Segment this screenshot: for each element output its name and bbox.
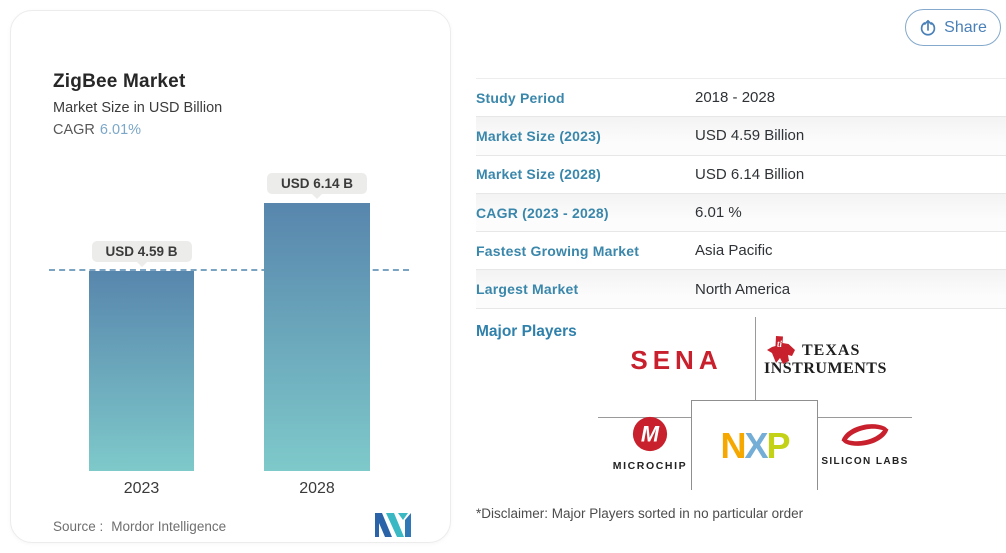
microchip-text: MICROCHIP [612, 460, 688, 472]
table-row-market-size-2023: Market Size (2023) USD 4.59 Billion [476, 117, 1006, 156]
row-label: Largest Market [476, 281, 579, 298]
share-button-label: Share [944, 18, 987, 36]
cagr-line: CAGR 6.01% [53, 122, 141, 138]
source-attribution: Source : Mordor Intelligence [53, 513, 413, 537]
microchip-icon: M [631, 416, 669, 457]
x-axis-label-2028: 2028 [299, 480, 335, 497]
chart-card: ZigBee Market Market Size in USD Billion… [10, 10, 451, 543]
row-value: North America [695, 280, 791, 298]
row-value: 2018 - 2028 [695, 89, 776, 107]
texas-instruments-text-line2: INSTRUMENTS [764, 360, 887, 377]
svg-text:M: M [641, 422, 660, 447]
bar-value-label-2028: USD 6.14 B [266, 173, 368, 195]
share-icon [919, 19, 937, 37]
texas-instruments-text-line1: TEXAS [802, 342, 861, 359]
chart-subtitle: Market Size in USD Billion [53, 100, 223, 116]
silicon-labs-text: SILICON LABS [821, 456, 909, 467]
mordor-intelligence-logo-icon [375, 513, 411, 541]
bar-2028 [264, 203, 370, 471]
svg-text:ti: ti [777, 339, 783, 349]
nxp-logo: NXP [691, 400, 818, 490]
table-row-cagr: CAGR (2023 - 2028) 6.01 % [476, 193, 1006, 233]
silicon-labs-logo: SILICON LABS [821, 420, 909, 467]
bar-chart: USD 4.59 B 2023 USD 6.14 B 2028 [49, 173, 409, 497]
stats-table: Study Period 2018 - 2028 Market Size (20… [476, 78, 1006, 309]
bar-value-label-2023: USD 4.59 B [91, 240, 192, 262]
players-grid-vertical-divider [755, 317, 756, 400]
microchip-logo: M MICROCHIP [606, 415, 694, 472]
source-name: Mordor Intelligence [111, 519, 227, 534]
table-row-study-period: Study Period 2018 - 2028 [476, 79, 1006, 118]
row-label: Market Size (2023) [476, 127, 601, 144]
x-axis-label-2023: 2023 [123, 480, 160, 497]
nxp-text: NXP [720, 424, 790, 466]
table-row-fastest-growing-market: Fastest Growing Market Asia Pacific [476, 232, 1006, 271]
row-value: USD 6.14 Billion [695, 165, 805, 183]
bar-group-2023: USD 4.59 B 2023 [89, 183, 194, 497]
cagr-label: CAGR [53, 122, 95, 138]
major-players-heading: Major Players [476, 323, 577, 340]
texas-instruments-icon: ti [766, 335, 796, 370]
table-row-market-size-2028: Market Size (2028) USD 6.14 Billion [476, 156, 1006, 194]
share-button[interactable]: Share [905, 9, 1001, 46]
sena-logo: SENA [630, 345, 723, 375]
row-label: Study Period [476, 89, 565, 106]
texas-instruments-logo: ti TEXAS INSTRUMENTS [764, 329, 899, 395]
row-label: Market Size (2028) [476, 166, 601, 183]
chart-title: ZigBee Market [53, 71, 186, 92]
major-players-section: Major Players SENA ti TEXAS INSTRUMENTS … [476, 315, 1006, 505]
row-label: CAGR (2023 - 2028) [476, 204, 609, 221]
table-row-largest-market: Largest Market North America [476, 270, 1006, 309]
row-value: 6.01 % [695, 204, 742, 222]
bar-group-2028: USD 6.14 B 2028 [264, 173, 370, 497]
bar-2023 [89, 270, 194, 471]
row-value: Asia Pacific [695, 242, 773, 260]
row-value: USD 4.59 Billion [695, 127, 805, 145]
cagr-value: 6.01% [99, 122, 142, 138]
silicon-labs-icon [834, 424, 896, 454]
reference-line [49, 268, 409, 271]
row-label: Fastest Growing Market [476, 242, 640, 259]
disclaimer-text: *Disclaimer: Major Players sorted in no … [476, 506, 804, 521]
source-label: Source : [53, 519, 104, 534]
